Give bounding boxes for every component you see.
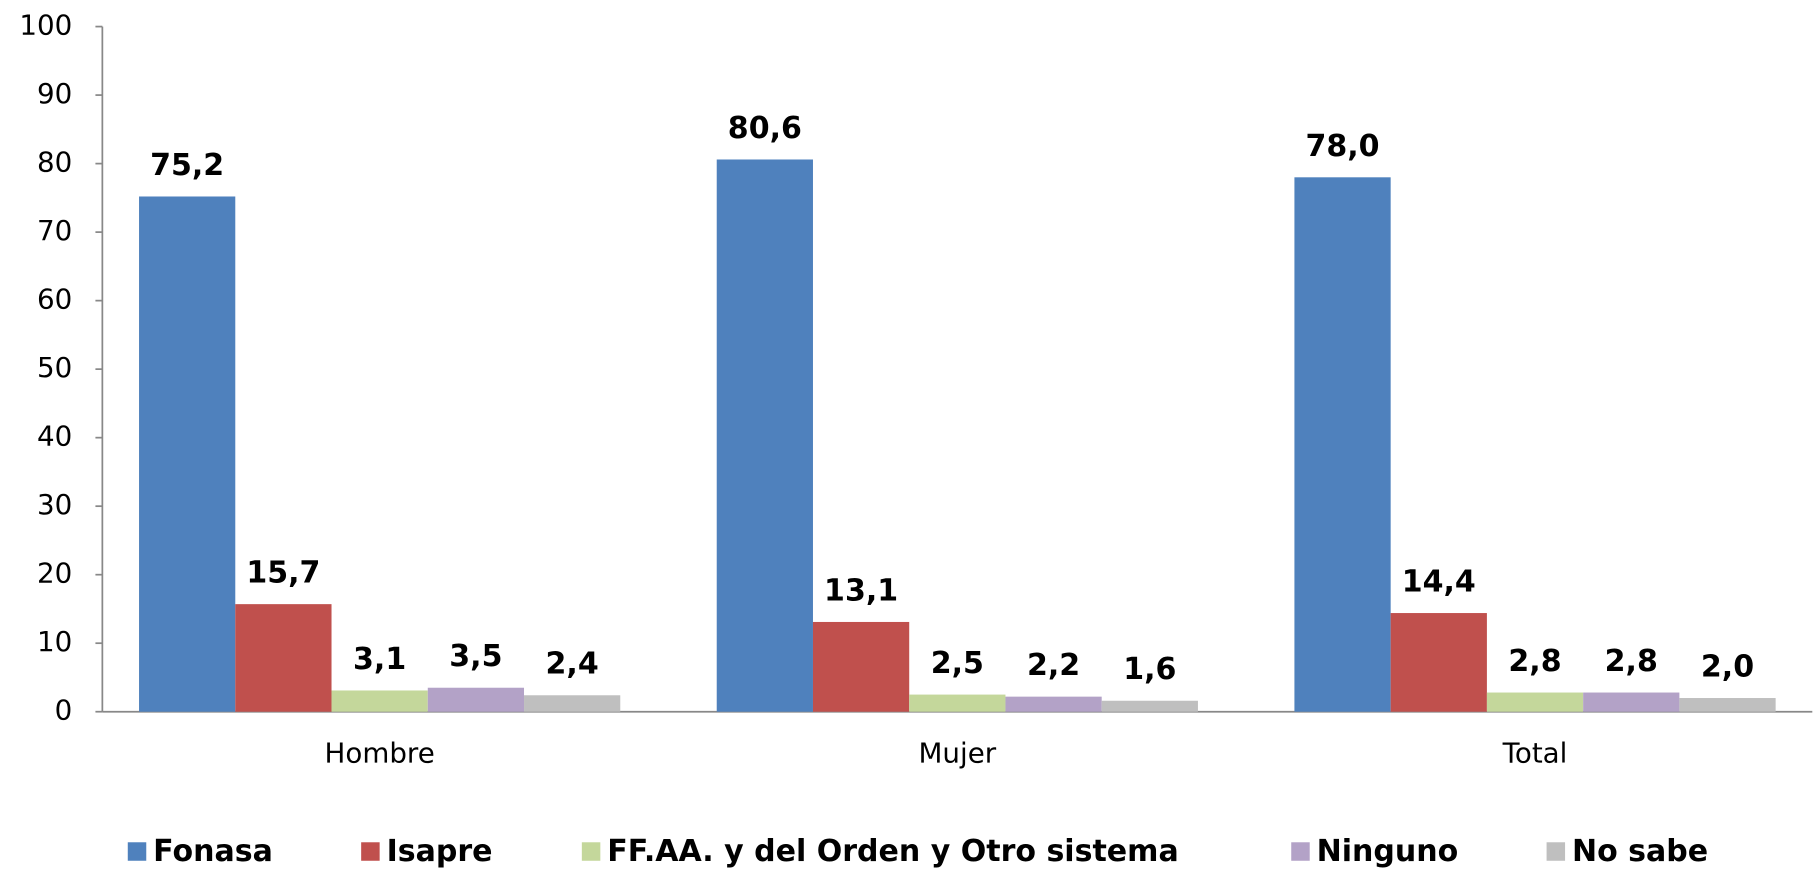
legend-swatch [127, 842, 147, 861]
y-tick-label: 30 [37, 488, 72, 521]
x-tick-label: Total [1502, 736, 1568, 769]
data-label: 2,5 [931, 646, 984, 681]
bar [1390, 613, 1487, 712]
bar [524, 695, 621, 712]
bar [1486, 692, 1584, 712]
x-tick-label: Mujer [919, 736, 997, 769]
y-tick-label: 10 [37, 625, 72, 658]
data-label: 2,0 [1701, 649, 1754, 684]
y-tick-label: 0 [55, 694, 73, 727]
legend-label: Fonasa [153, 834, 273, 869]
legend-label: No sabe [1572, 834, 1708, 869]
legend-swatch [1291, 842, 1310, 861]
bar [909, 694, 1006, 712]
data-label: 13,1 [824, 573, 898, 608]
data-label: 3,1 [353, 642, 406, 677]
bar [331, 690, 428, 712]
data-label: 1,6 [1123, 652, 1176, 687]
y-tick-label: 90 [37, 77, 72, 110]
y-tick-label: 70 [37, 214, 72, 247]
legend-swatch [1546, 842, 1566, 861]
y-tick-label: 20 [37, 557, 72, 590]
legend-swatch [361, 842, 380, 861]
legend-label: Ninguno [1317, 834, 1459, 869]
data-label: 78,0 [1306, 129, 1380, 164]
bar [427, 687, 525, 712]
data-label: 14,4 [1402, 565, 1476, 600]
data-label: 15,7 [246, 556, 320, 591]
y-tick-label: 40 [37, 420, 72, 453]
legend-label: Isapre [387, 834, 493, 869]
data-label: 2,4 [546, 647, 599, 682]
bar [812, 621, 910, 712]
bar [1005, 696, 1102, 712]
y-tick-label: 80 [37, 146, 72, 179]
data-label: 75,2 [150, 148, 224, 183]
bar [1679, 698, 1776, 712]
bar [1101, 700, 1198, 712]
data-label: 2,2 [1027, 648, 1080, 683]
y-tick-label: 100 [19, 9, 72, 42]
bar [1294, 177, 1391, 712]
legend-swatch [581, 842, 601, 861]
x-tick-label: Hombre [325, 736, 435, 769]
bar [139, 196, 236, 712]
y-tick-label: 50 [37, 351, 72, 384]
data-label: 3,5 [449, 639, 502, 674]
data-label: 2,8 [1605, 644, 1658, 679]
bar [1583, 692, 1680, 712]
bar [235, 604, 332, 712]
y-tick-label: 60 [37, 283, 72, 316]
data-label: 2,8 [1508, 644, 1561, 679]
bar [716, 159, 813, 712]
legend-label: FF.AA. y del Orden y Otro sistema [607, 834, 1178, 869]
data-label: 80,6 [728, 111, 802, 146]
